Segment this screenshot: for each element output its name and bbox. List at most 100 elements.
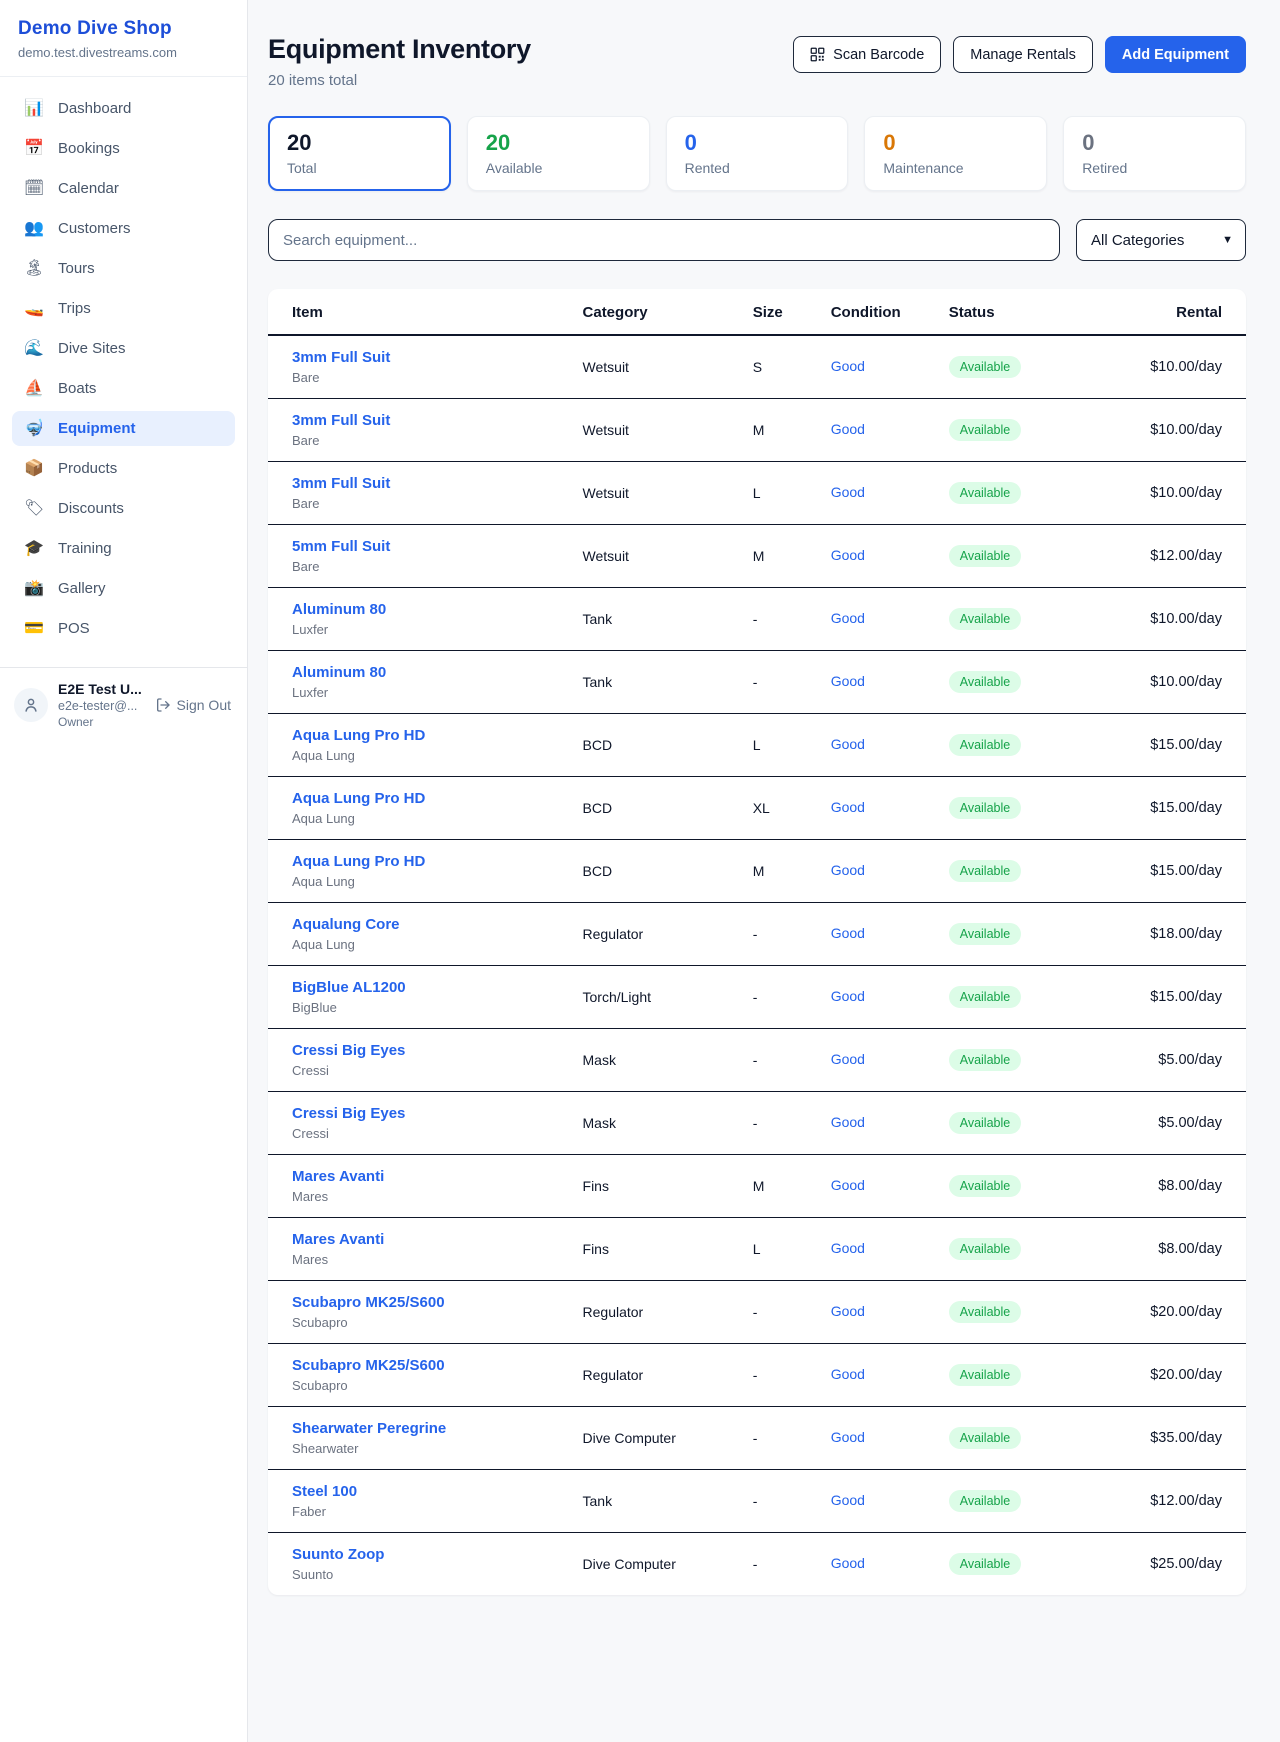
item-name-link[interactable]: Aqua Lung Pro HD (292, 727, 426, 744)
sidebar-item-bookings[interactable]: 📅 Bookings (12, 131, 235, 166)
table-row[interactable]: BigBlue AL1200 BigBlue Torch/Light - Goo… (268, 965, 1246, 1029)
item-name-link[interactable]: Cressi Big Eyes (292, 1105, 406, 1122)
sidebar-item-boats[interactable]: ⛵ Boats (12, 371, 235, 406)
condition-link[interactable]: Good (830, 610, 865, 626)
stat-card-maintenance[interactable]: 0 Maintenance (864, 116, 1048, 191)
stat-card-rented[interactable]: 0 Rented (665, 116, 849, 191)
item-name-link[interactable]: Scubapro MK25/S600 (292, 1294, 445, 1311)
condition-link[interactable]: Good (830, 1177, 865, 1193)
table-row[interactable]: Scubapro MK25/S600 Scubapro Regulator - … (268, 1343, 1246, 1407)
stat-label: Available (485, 160, 543, 176)
item-rental: $5.00/day (1118, 1028, 1246, 1092)
table-row[interactable]: Aluminum 80 Luxfer Tank - Good Available… (268, 650, 1246, 714)
condition-link[interactable]: Good (830, 1429, 865, 1445)
sidebar-item-dive-sites[interactable]: 🌊 Dive Sites (12, 331, 235, 366)
search-input[interactable] (283, 231, 1045, 249)
table-row[interactable]: 3mm Full Suit Bare Wetsuit M Good Availa… (268, 398, 1246, 462)
table-row[interactable]: Scubapro MK25/S600 Scubapro Regulator - … (268, 1280, 1246, 1344)
category-select[interactable]: All Categories ▼ (1076, 219, 1246, 261)
sidebar-item-trips[interactable]: 🚤 Trips (12, 291, 235, 326)
item-name-link[interactable]: Aluminum 80 (292, 601, 387, 618)
gallery-icon: 📸 (24, 579, 44, 597)
condition-link[interactable]: Good (830, 925, 865, 941)
status-badge: Available (948, 923, 1022, 945)
sidebar-item-pos[interactable]: 💳 POS (12, 611, 235, 646)
condition-link[interactable]: Good (830, 673, 865, 689)
condition-link[interactable]: Good (830, 1240, 865, 1256)
item-name-link[interactable]: Shearwater Peregrine (292, 1420, 447, 1437)
item-category: BCD (558, 776, 729, 840)
item-name-link[interactable]: Aqualung Core (292, 916, 400, 933)
user-name: E2E Test U... (58, 681, 142, 697)
table-row[interactable]: Steel 100 Faber Tank - Good Available $1… (268, 1469, 1246, 1533)
table-row[interactable]: 3mm Full Suit Bare Wetsuit S Good Availa… (268, 335, 1246, 399)
stat-card-retired[interactable]: 0 Retired (1063, 116, 1246, 191)
scan-barcode-button[interactable]: Scan Barcode (793, 36, 942, 73)
item-name-link[interactable]: Aqua Lung Pro HD (292, 853, 426, 870)
condition-link[interactable]: Good (830, 1303, 865, 1319)
item-name-link[interactable]: Aluminum 80 (292, 664, 387, 681)
item-category: Mask (558, 1028, 729, 1092)
sidebar-item-customers[interactable]: 👥 Customers (12, 211, 235, 246)
item-name-link[interactable]: Aqua Lung Pro HD (292, 790, 426, 807)
condition-link[interactable]: Good (830, 421, 865, 437)
item-category: Tank (558, 1469, 729, 1533)
sidebar-item-dashboard[interactable]: 📊 Dashboard (12, 91, 235, 126)
table-row[interactable]: Aqua Lung Pro HD Aqua Lung BCD L Good Av… (268, 713, 1246, 777)
table-row[interactable]: Aqua Lung Pro HD Aqua Lung BCD M Good Av… (268, 839, 1246, 903)
condition-link[interactable]: Good (830, 1051, 865, 1067)
item-brand: Bare (292, 433, 320, 448)
item-name-link[interactable]: 5mm Full Suit (292, 538, 391, 555)
sign-out-button[interactable]: Sign Out (155, 697, 233, 713)
condition-link[interactable]: Good (830, 988, 865, 1004)
condition-link[interactable]: Good (830, 1492, 865, 1508)
item-name-link[interactable]: Steel 100 (292, 1483, 358, 1500)
item-name-link[interactable]: Mares Avanti (292, 1231, 385, 1248)
sidebar-item-calendar[interactable]: 🗓 Calendar (12, 171, 235, 206)
table-row[interactable]: Aqua Lung Pro HD Aqua Lung BCD XL Good A… (268, 776, 1246, 840)
condition-link[interactable]: Good (830, 1114, 865, 1130)
item-name-link[interactable]: 3mm Full Suit (292, 475, 391, 492)
item-category: Wetsuit (558, 335, 729, 399)
item-name-link[interactable]: BigBlue AL1200 (292, 979, 406, 996)
item-name-link[interactable]: Suunto Zoop (292, 1546, 385, 1563)
table-row[interactable]: Mares Avanti Mares Fins L Good Available… (268, 1217, 1246, 1281)
boats-icon: ⛵ (24, 379, 44, 397)
sidebar-item-equipment[interactable]: 🤿 Equipment (12, 411, 235, 446)
stat-value: 20 (485, 130, 511, 155)
condition-link[interactable]: Good (830, 862, 865, 878)
condition-link[interactable]: Good (830, 736, 865, 752)
add-equipment-button[interactable]: Add Equipment (1104, 36, 1246, 73)
item-name-link[interactable]: 3mm Full Suit (292, 412, 391, 429)
condition-link[interactable]: Good (830, 799, 865, 815)
table-row[interactable]: Mares Avanti Mares Fins M Good Available… (268, 1154, 1246, 1218)
table-row[interactable]: Shearwater Peregrine Shearwater Dive Com… (268, 1406, 1246, 1470)
sidebar-item-training[interactable]: 🎓 Training (12, 531, 235, 566)
stat-card-total[interactable]: 20 Total (268, 116, 451, 191)
item-name-link[interactable]: Cressi Big Eyes (292, 1042, 406, 1059)
condition-link[interactable]: Good (830, 484, 865, 500)
item-name-link[interactable]: 3mm Full Suit (292, 349, 391, 366)
table-row[interactable]: Cressi Big Eyes Cressi Mask - Good Avail… (268, 1028, 1246, 1092)
table-row[interactable]: Aluminum 80 Luxfer Tank - Good Available… (268, 587, 1246, 651)
column-header-category: Category (558, 289, 729, 336)
table-row[interactable]: Aqualung Core Aqua Lung Regulator - Good… (268, 902, 1246, 966)
sidebar-item-gallery[interactable]: 📸 Gallery (12, 571, 235, 606)
table-row[interactable]: Cressi Big Eyes Cressi Mask - Good Avail… (268, 1091, 1246, 1155)
manage-rentals-button[interactable]: Manage Rentals (953, 36, 1093, 73)
item-size: - (728, 1280, 807, 1344)
condition-link[interactable]: Good (830, 547, 865, 563)
condition-link[interactable]: Good (830, 358, 865, 374)
table-row[interactable]: 3mm Full Suit Bare Wetsuit L Good Availa… (268, 461, 1246, 525)
sidebar-item-label: Products (58, 460, 118, 477)
stat-card-available[interactable]: 20 Available (466, 116, 650, 191)
item-name-link[interactable]: Scubapro MK25/S600 (292, 1357, 445, 1374)
table-row[interactable]: 5mm Full Suit Bare Wetsuit M Good Availa… (268, 524, 1246, 588)
condition-link[interactable]: Good (830, 1555, 865, 1571)
sidebar-item-tours[interactable]: 🏝 Tours (12, 251, 235, 286)
sidebar-item-discounts[interactable]: 🏷 Discounts (12, 491, 235, 526)
table-row[interactable]: Suunto Zoop Suunto Dive Computer - Good … (268, 1533, 1246, 1596)
condition-link[interactable]: Good (830, 1366, 865, 1382)
sidebar-item-products[interactable]: 📦 Products (12, 451, 235, 486)
item-name-link[interactable]: Mares Avanti (292, 1168, 385, 1185)
